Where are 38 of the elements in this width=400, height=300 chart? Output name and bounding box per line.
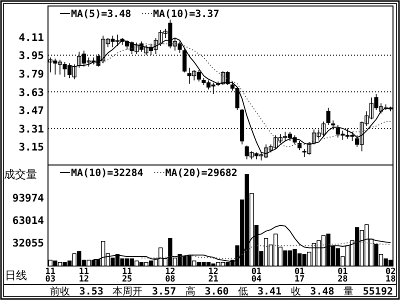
legend-label: MA(5)=3.48	[71, 9, 132, 20]
legend-label: MA(10)=32284	[71, 168, 144, 179]
y-tick-label: 93974	[12, 192, 44, 205]
y-tick-label: 3.47	[18, 105, 44, 118]
text: 3.41	[257, 286, 282, 298]
legend-label: MA(20)=29682	[165, 168, 238, 179]
text: 量	[344, 286, 354, 298]
y-tick-label: 4.11	[18, 32, 44, 44]
x-tick-label: 11 03	[45, 267, 56, 284]
x-tick-label: 01 28	[338, 267, 348, 284]
x-tick-label: 12 08	[165, 267, 176, 284]
y-axis-title: 成交量	[4, 168, 37, 181]
text: 收	[290, 286, 301, 298]
text: 3.60	[204, 286, 229, 298]
text: 高	[185, 286, 196, 298]
text: 前收	[50, 286, 70, 298]
y-tick-label: 3.79	[18, 68, 44, 80]
y-tick-label: 3.63	[18, 86, 44, 99]
x-tick-label: 01 17	[294, 267, 305, 284]
x-tick-label: 02 18	[385, 267, 396, 284]
text: 日线	[5, 269, 27, 282]
text: 55192	[362, 286, 393, 298]
text: 3.53	[79, 286, 104, 298]
x-tick-label: 01 04	[251, 267, 262, 284]
x-tick-label: 12 21	[208, 267, 218, 284]
text: 3.57	[152, 286, 176, 298]
line-series	[140, 242, 392, 260]
y-tick-label: 32055	[12, 238, 44, 250]
text: 低	[238, 286, 248, 298]
y-tick-label: 3.31	[18, 123, 44, 136]
text: 3.48	[310, 286, 334, 298]
x-tick-label: 11 25	[122, 267, 132, 284]
y-tick-label: 3.95	[18, 50, 44, 62]
legend-label: MA(10)=3.37	[153, 9, 220, 20]
x-tick-label: 11 12	[78, 267, 90, 284]
y-tick-label: 3.15	[18, 142, 44, 154]
text: 本周开	[112, 286, 143, 298]
y-tick-label: 63014	[12, 215, 44, 228]
